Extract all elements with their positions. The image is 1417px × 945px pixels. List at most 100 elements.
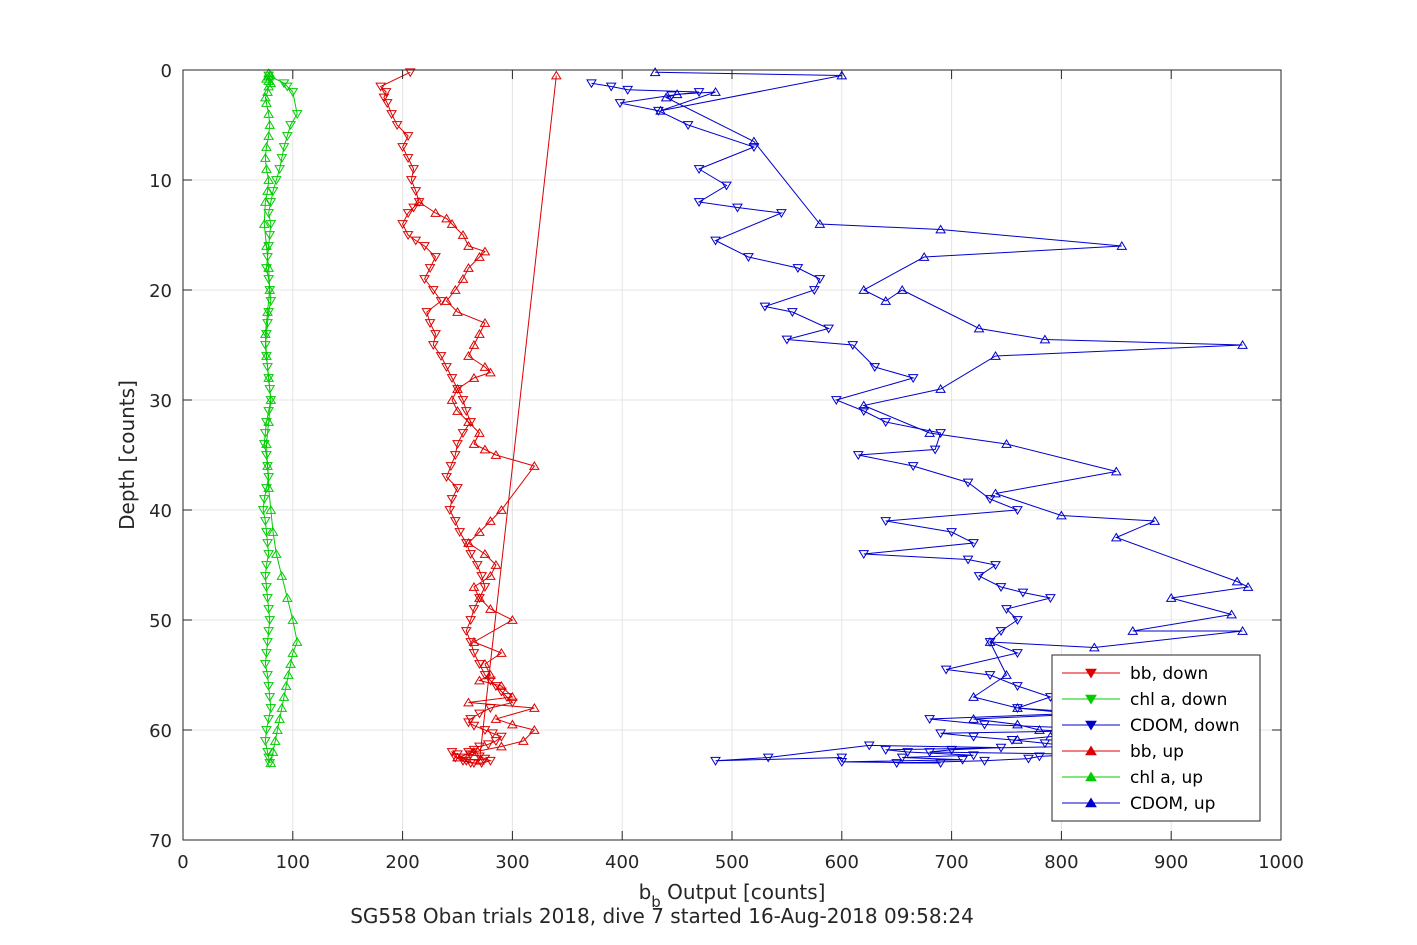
data-point-chl-a-up-49: [263, 68, 275, 78]
data-point-bb-up-53: [457, 229, 469, 239]
data-point-bb-down-29: [435, 352, 447, 362]
data-point-chl-a-down-61: [259, 737, 271, 747]
data-point-bb-down-40: [441, 473, 452, 483]
data-point-cdom-down-40: [962, 555, 974, 565]
data-point-cdom-up-9: [1116, 240, 1128, 250]
legend-box: [1051, 654, 1261, 822]
data-point-bb-down-86: [446, 748, 458, 758]
data-point-bb-up-31: [479, 444, 491, 454]
data-point-cdom-down-37: [946, 528, 957, 538]
data-point-cdom-up-12: [880, 295, 892, 305]
data-point-cdom-down-17: [814, 275, 826, 285]
data-point-bb-up-36: [446, 394, 458, 404]
data-point-bb-up-10: [463, 697, 474, 707]
data-point-cdom-down-63: [1039, 739, 1051, 749]
data-point-bb-down-7: [402, 132, 414, 142]
data-point-cdom-down-16: [792, 264, 804, 274]
data-point-bb-up-3: [468, 746, 480, 756]
data-point-chl-a-up-39: [263, 108, 275, 118]
data-point-cdom-down-41: [990, 561, 1001, 571]
data-point-chl-a-up-2: [269, 735, 281, 745]
data-point-chl-a-up-1: [267, 746, 279, 756]
data-point-bb-up-38: [468, 372, 480, 382]
legend-marker-chl-a-down: [1085, 694, 1097, 705]
data-point-cdom-up-16: [1237, 339, 1248, 349]
data-point-bb-down-28: [427, 341, 439, 351]
data-point-bb-down-14: [408, 203, 419, 213]
data-point-cdom-down-10: [721, 181, 732, 191]
data-point-chl-a-up-7: [280, 680, 292, 690]
data-point-bb-up-11: [507, 691, 518, 701]
data-point-bb-up-57: [413, 196, 425, 206]
data-point-cdom-down-21: [823, 324, 835, 334]
data-point-cdom-up-44: [1012, 734, 1023, 744]
data-point-bb-up-33: [474, 427, 485, 437]
data-point-bb-up-35: [452, 405, 463, 415]
data-point-chl-a-up-31: [259, 196, 271, 206]
data-point-chl-a-down-53: [261, 649, 272, 659]
data-point-bb-up-40: [479, 361, 491, 371]
data-point-chl-a-up-29: [261, 240, 272, 250]
data-point-chl-a-up-48: [265, 70, 277, 80]
data-point-cdom-down-26: [830, 396, 842, 406]
data-point-chl-a-up-21: [263, 416, 275, 426]
data-point-cdom-up-13: [896, 284, 908, 294]
data-point-cdom-down-57: [924, 715, 936, 725]
legend-label-cdom-down: CDOM, down: [1130, 716, 1240, 736]
data-point-chl-a-up-10: [287, 647, 299, 657]
data-point-chl-a-down-13: [263, 209, 275, 219]
data-point-chl-a-up-3: [272, 724, 283, 734]
data-point-bb-up-13: [474, 675, 485, 685]
data-point-chl-a-down-14: [265, 220, 277, 230]
data-point-cdom-down-22: [781, 335, 793, 345]
data-point-cdom-up-30: [1226, 609, 1237, 619]
data-point-bb-down-9: [402, 154, 414, 164]
data-point-bb-down-73: [482, 740, 494, 750]
data-point-bb-up-1: [474, 755, 485, 765]
data-point-cdom-up-32: [1237, 625, 1248, 635]
data-point-chl-a-down-4: [291, 110, 303, 120]
data-point-chl-a-up-23: [263, 372, 275, 382]
data-point-cdom-up-11: [858, 284, 870, 294]
data-point-chl-a-down-44: [263, 550, 275, 560]
data-point-bb-up-9: [528, 702, 540, 712]
data-point-chl-a-up-5: [276, 702, 288, 712]
data-point-chl-a-down-43: [262, 539, 273, 549]
data-point-cdom-up-3: [710, 86, 721, 96]
data-point-bb-down-4: [381, 99, 393, 109]
data-point-cdom-down-13: [776, 209, 787, 219]
data-point-bb-down-63: [507, 698, 518, 708]
data-point-cdom-up-21: [1001, 438, 1012, 448]
legend-marker-cdom-down: [1085, 720, 1097, 731]
data-point-cdom-down-73: [979, 756, 990, 766]
data-point-cdom-up-7: [814, 218, 826, 228]
data-point-chl-a-up-38: [264, 119, 276, 129]
data-point-cdom-down-18: [808, 286, 820, 296]
data-point-bb-down-65: [474, 709, 485, 719]
x-tick-label: 1000: [1258, 852, 1304, 873]
data-point-bb-up-32: [468, 438, 480, 448]
data-point-chl-a-up-32: [262, 185, 273, 195]
data-point-bb-up-20: [474, 592, 485, 602]
data-point-cdom-down-1: [605, 82, 617, 92]
data-point-bb-up-54: [446, 218, 458, 228]
data-point-bb-up-17: [468, 636, 480, 646]
data-point-chl-a-down-41: [259, 517, 271, 527]
data-point-cdom-down-5: [614, 99, 626, 109]
data-point-bb-up-44: [479, 317, 491, 327]
data-point-chl-a-down-40: [257, 506, 269, 516]
y-tick-label: 40: [149, 501, 172, 522]
data-point-cdom-down-30: [929, 445, 941, 455]
data-point-chl-a-up-45: [263, 75, 275, 85]
data-point-cdom-down-83: [836, 753, 848, 763]
x-tick-label: 600: [825, 852, 859, 873]
data-point-bb-down-70: [487, 729, 499, 739]
y-tick-label: 30: [149, 391, 172, 412]
data-point-chl-a-up-13: [281, 592, 293, 602]
legend-item-bb-down: bb, down: [1062, 664, 1208, 684]
data-point-cdom-down-24: [869, 363, 881, 373]
legend-item-chl-a-down: chl a, down: [1062, 690, 1227, 710]
data-point-bb-up-25: [463, 537, 474, 547]
series-bb-up: [413, 70, 562, 765]
data-point-bb-down-80: [485, 756, 496, 766]
